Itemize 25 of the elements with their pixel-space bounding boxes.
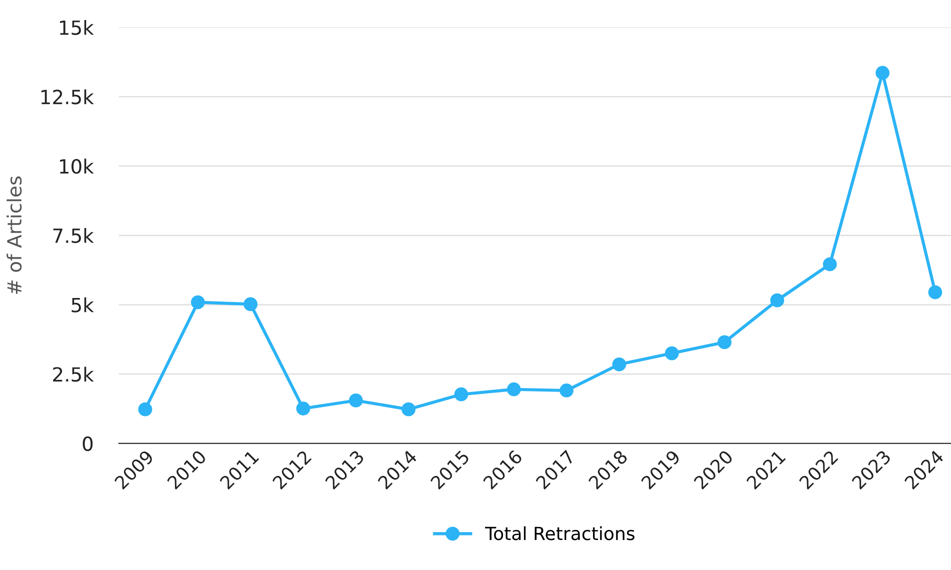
point (454, 387, 468, 402)
y-tick-label: 2.5k (53, 366, 94, 382)
point (348, 394, 363, 408)
point (612, 357, 626, 372)
point (190, 295, 205, 310)
y-axis-title: # of Articles (6, 176, 22, 294)
point (138, 402, 152, 416)
point (928, 285, 942, 300)
point (402, 402, 416, 416)
y-tick-label: 12.5k (41, 89, 94, 104)
y-tick-label: 15k (60, 20, 94, 36)
point (560, 384, 574, 398)
point (664, 346, 679, 360)
point (876, 66, 890, 80)
point (296, 402, 310, 416)
point (506, 382, 521, 396)
point (770, 293, 784, 308)
y-tick-label: 7.5k (53, 228, 94, 244)
point (718, 335, 732, 350)
y-tick-label: 5k (72, 297, 94, 312)
y-tick-label: 10k (60, 158, 94, 174)
point (244, 297, 258, 312)
legend-label: Total Retractions (485, 526, 634, 540)
point (822, 257, 837, 272)
y-tick-label: 0 (82, 436, 93, 452)
